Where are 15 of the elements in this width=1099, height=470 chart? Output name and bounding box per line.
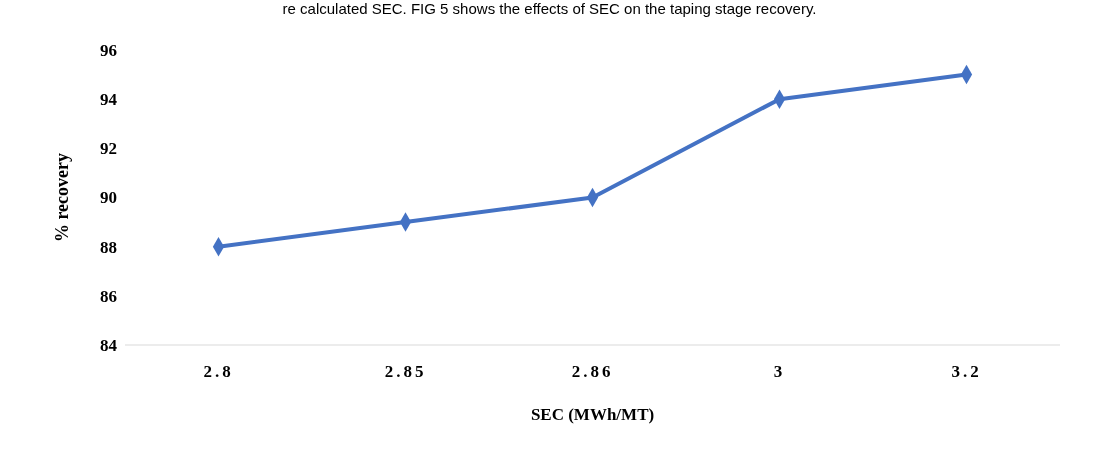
y-tick-label: 88 [100,237,117,257]
x-tick-label: 2.85 [384,362,427,381]
y-tick-label: 92 [100,139,117,159]
y-axis-title: % recovery [52,152,72,243]
x-axis-title: SEC (MWh/MT) [530,405,655,424]
y-tick-label: 86 [100,286,117,306]
x-tick-label: 3 [773,362,786,381]
y-tick-label: 90 [100,188,117,208]
y-tick-label: 96 [100,40,117,60]
x-tick-label: 2.8 [203,362,234,381]
text: re calculated SEC. FIG 5 shows the effects of SEC on the taping stage recovery. [282,0,817,17]
y-tick-label: 84 [100,335,118,355]
y-tick-label: 94 [100,90,118,110]
x-tick-label: 3.2 [951,362,982,381]
x-tick-label: 2.86 [571,362,614,381]
